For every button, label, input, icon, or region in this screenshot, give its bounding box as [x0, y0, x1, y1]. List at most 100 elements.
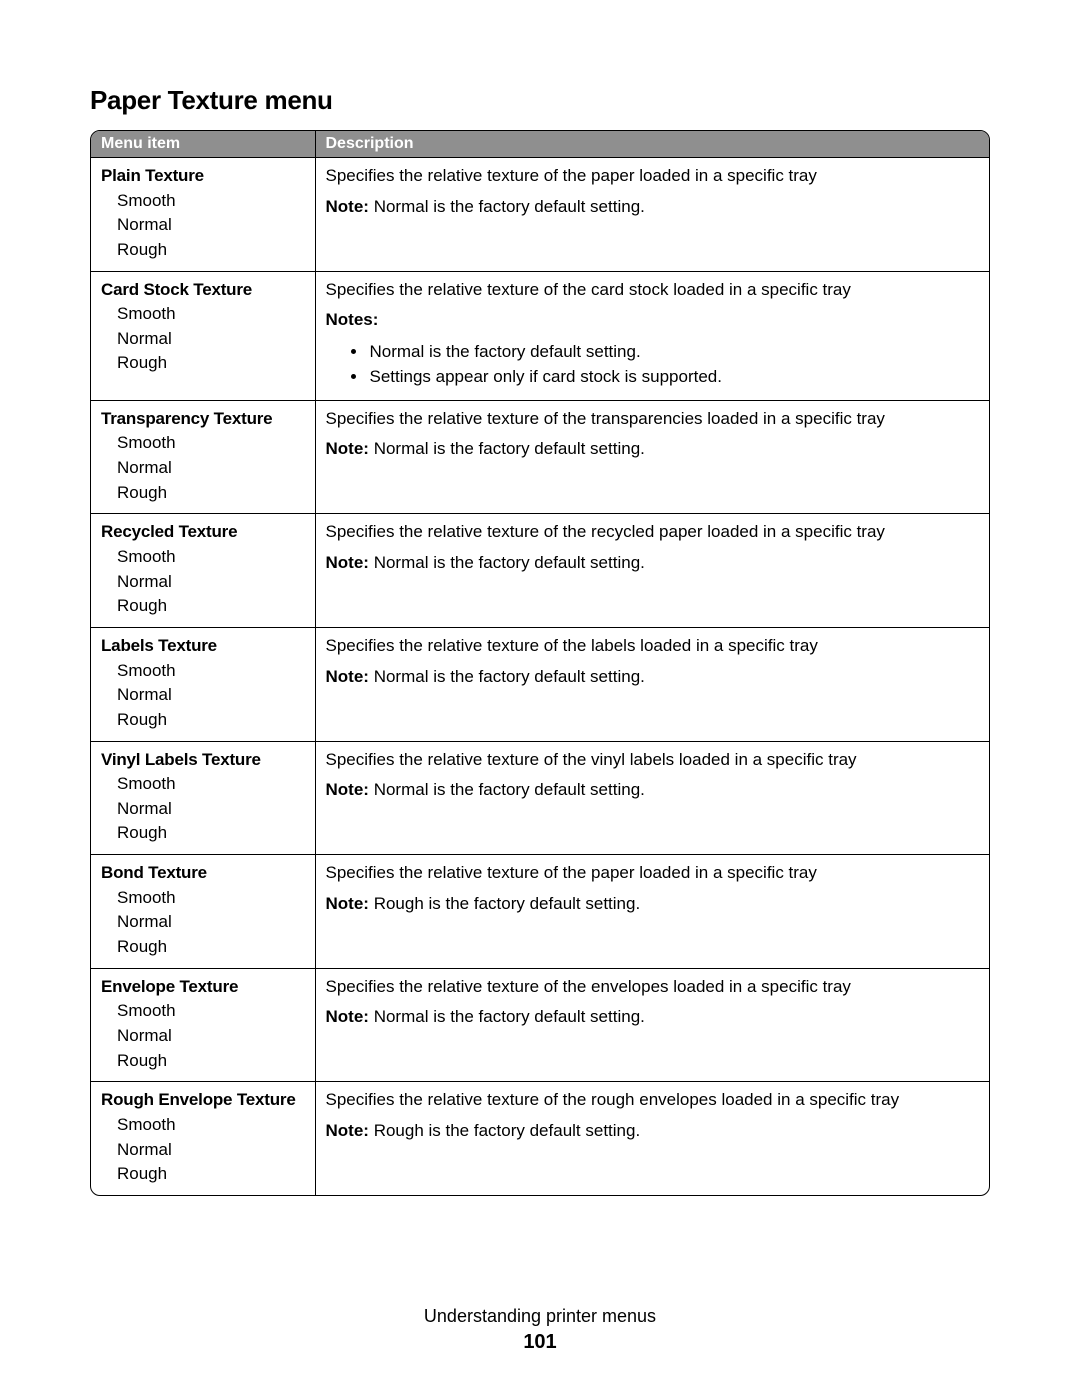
- page-footer: Understanding printer menus 101: [90, 1306, 990, 1354]
- menu-item-option: Smooth: [117, 999, 305, 1024]
- description-text: Specifies the relative texture of the ca…: [326, 278, 980, 303]
- note-text: Rough is the factory default setting.: [374, 894, 641, 913]
- menu-item-option: Smooth: [117, 772, 305, 797]
- note-text: Normal is the factory default setting.: [374, 197, 645, 216]
- menu-item-option: Normal: [117, 456, 305, 481]
- table-row: Recycled TextureSmoothNormalRough Specifi…: [91, 513, 989, 627]
- menu-item-name: Plain Texture: [101, 164, 305, 189]
- menu-item-option: Normal: [117, 683, 305, 708]
- table-row: Envelope TextureSmoothNormalRough Specifi…: [91, 968, 989, 1082]
- description-text: Specifies the relative texture of the en…: [326, 975, 980, 1000]
- note-label: Note:: [326, 667, 369, 686]
- table-row: Vinyl Labels TextureSmoothNormalRough Spe…: [91, 741, 989, 855]
- notes-bullet-item: Settings appear only if card stock is su…: [368, 364, 980, 390]
- menu-item-option: Normal: [117, 213, 305, 238]
- notes-label: Notes:: [326, 308, 980, 333]
- table-row: Plain TextureSmoothNormalRough Specifies …: [91, 157, 989, 271]
- menu-item-option: Rough: [117, 1162, 305, 1187]
- description-cell: Specifies the relative texture of the en…: [316, 968, 990, 1082]
- description-text: Specifies the relative texture of the pa…: [326, 164, 980, 189]
- description-text: Specifies the relative texture of the ro…: [326, 1088, 980, 1113]
- menu-item-option: Smooth: [117, 189, 305, 214]
- menu-item-option: Smooth: [117, 302, 305, 327]
- description-cell: Specifies the relative texture of the pa…: [316, 157, 990, 271]
- description-cell: Specifies the relative texture of the vi…: [316, 741, 990, 855]
- menu-item-cell: Bond TextureSmoothNormalRough: [91, 854, 316, 968]
- menu-item-name: Labels Texture: [101, 634, 305, 659]
- menu-item-option: Normal: [117, 910, 305, 935]
- page-title: Paper Texture menu: [90, 85, 990, 116]
- note-line: Note: Normal is the factory default sett…: [326, 551, 980, 576]
- note-text: Normal is the factory default setting.: [374, 553, 645, 572]
- description-text: Specifies the relative texture of the re…: [326, 520, 980, 545]
- menu-item-options: SmoothNormalRough: [101, 189, 305, 263]
- table-row: Transparency TextureSmoothNormalRoughSpe…: [91, 400, 989, 514]
- table-row: Bond TextureSmoothNormalRough Specifies t…: [91, 854, 989, 968]
- table-header-row: Menu item Description: [91, 131, 989, 157]
- note-label: Note:: [326, 439, 369, 458]
- menu-item-option: Normal: [117, 1024, 305, 1049]
- menu-item-options: SmoothNormalRough: [101, 886, 305, 960]
- menu-item-cell: Transparency TextureSmoothNormalRough: [91, 400, 316, 514]
- note-line: Note: Normal is the factory default sett…: [326, 195, 980, 220]
- menu-item-cell: Envelope TextureSmoothNormalRough: [91, 968, 316, 1082]
- menu-item-cell: Labels TextureSmoothNormalRough: [91, 627, 316, 741]
- menu-item-option: Normal: [117, 570, 305, 595]
- menu-item-name: Vinyl Labels Texture: [101, 748, 305, 773]
- menu-item-cell: Vinyl Labels TextureSmoothNormalRough: [91, 741, 316, 855]
- menu-item-options: SmoothNormalRough: [101, 659, 305, 733]
- note-label: Note:: [326, 1007, 369, 1026]
- note-label: Note:: [326, 197, 369, 216]
- menu-item-option: Rough: [117, 708, 305, 733]
- description-cell: Specifies the relative texture of the la…: [316, 627, 990, 741]
- menu-item-option: Smooth: [117, 1113, 305, 1138]
- note-line: Note: Normal is the factory default sett…: [326, 665, 980, 690]
- note-line: Note: Rough is the factory default setti…: [326, 1119, 980, 1144]
- menu-item-option: Rough: [117, 481, 305, 506]
- note-text: Normal is the factory default setting.: [374, 1007, 645, 1026]
- table-row: Rough Envelope TextureSmoothNormalRoughS…: [91, 1081, 989, 1195]
- menu-item-option: Smooth: [117, 886, 305, 911]
- footer-section-name: Understanding printer menus: [90, 1306, 990, 1327]
- table-row: Card Stock TextureSmoothNormalRoughSpeci…: [91, 271, 989, 400]
- menu-item-option: Rough: [117, 238, 305, 263]
- description-text: Specifies the relative texture of the vi…: [326, 748, 980, 773]
- page: Paper Texture menu Menu item Description…: [0, 0, 1080, 1397]
- menu-item-options: SmoothNormalRough: [101, 1113, 305, 1187]
- menu-item-name: Recycled Texture: [101, 520, 305, 545]
- menu-item-option: Rough: [117, 1049, 305, 1074]
- header-description: Description: [316, 131, 990, 157]
- menu-item-option: Smooth: [117, 431, 305, 456]
- description-cell: Specifies the relative texture of the pa…: [316, 854, 990, 968]
- note-line: Note: Normal is the factory default sett…: [326, 1005, 980, 1030]
- note-line: Note: Rough is the factory default setti…: [326, 892, 980, 917]
- note-text: Normal is the factory default setting.: [374, 439, 645, 458]
- menu-item-name: Transparency Texture: [101, 407, 305, 432]
- note-label: Note:: [326, 780, 369, 799]
- header-menu-item: Menu item: [91, 131, 316, 157]
- note-line: Note: Normal is the factory default sett…: [326, 437, 980, 462]
- description-cell: Specifies the relative texture of the re…: [316, 513, 990, 627]
- menu-item-options: SmoothNormalRough: [101, 999, 305, 1073]
- menu-item-option: Rough: [117, 351, 305, 376]
- menu-item-name: Bond Texture: [101, 861, 305, 886]
- note-text: Normal is the factory default setting.: [374, 780, 645, 799]
- menu-item-options: SmoothNormalRough: [101, 302, 305, 376]
- menu-item-option: Normal: [117, 797, 305, 822]
- notes-bullet-list: Normal is the factory default setting.Se…: [326, 339, 980, 390]
- note-text: Normal is the factory default setting.: [374, 667, 645, 686]
- menu-item-option: Normal: [117, 327, 305, 352]
- menu-item-cell: Plain TextureSmoothNormalRough: [91, 157, 316, 271]
- menu-item-name: Rough Envelope Texture: [101, 1088, 305, 1113]
- menu-item-options: SmoothNormalRough: [101, 431, 305, 505]
- note-label: Note:: [326, 1121, 369, 1140]
- description-text: Specifies the relative texture of the pa…: [326, 861, 980, 886]
- note-label: Note:: [326, 553, 369, 572]
- notes-bullet-item: Normal is the factory default setting.: [368, 339, 980, 365]
- menu-item-option: Rough: [117, 594, 305, 619]
- note-line: Note: Normal is the factory default sett…: [326, 778, 980, 803]
- menu-item-option: Smooth: [117, 545, 305, 570]
- note-text: Rough is the factory default setting.: [374, 1121, 641, 1140]
- menu-item-options: SmoothNormalRough: [101, 772, 305, 846]
- description-cell: Specifies the relative texture of the tr…: [316, 400, 990, 514]
